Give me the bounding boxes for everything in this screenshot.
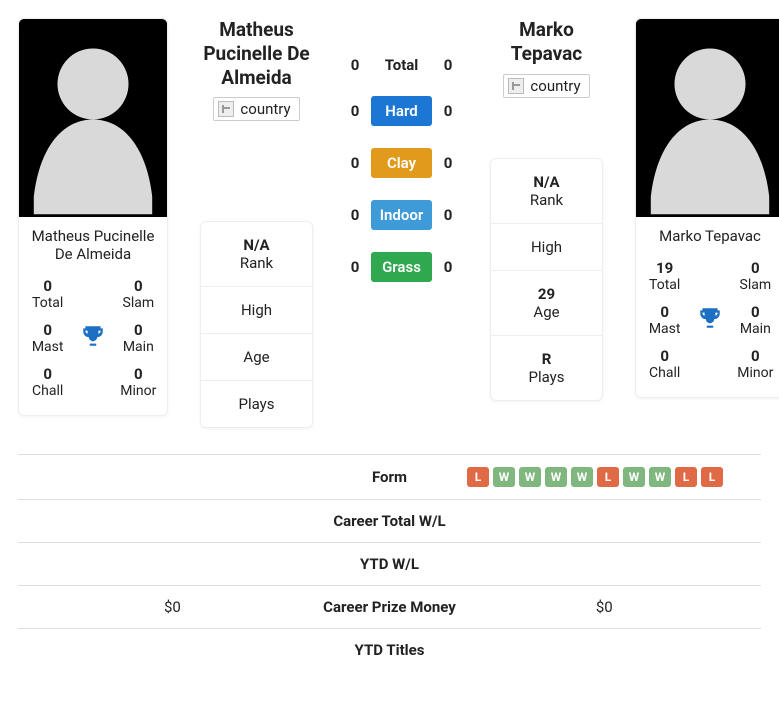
left-player-header: Matheus Pucinelle De Almeida country bbox=[200, 18, 313, 131]
row-career-wl: Career Total W/L bbox=[18, 499, 761, 542]
left-player-big-name: Matheus Pucinelle De Almeida bbox=[200, 18, 313, 89]
form-badge-L: L bbox=[701, 467, 723, 487]
right-form: LWWWWLWWLL bbox=[407, 467, 755, 487]
left-flag-broken: country bbox=[213, 97, 299, 121]
left-player-card: Matheus Pucinelle De Almeida 0Total 0Sla… bbox=[18, 18, 168, 416]
h2h-hard: 0 Hard 0 bbox=[345, 96, 458, 126]
right-player-big-name: Marko Tepavac bbox=[490, 18, 603, 66]
right-player-card: Marko Tepavac 19Total 0Slam 0Mast 0Main … bbox=[635, 18, 779, 398]
form-badge-L: L bbox=[675, 467, 697, 487]
form-badge-L: L bbox=[597, 467, 619, 487]
right-stat-card: N/ARank High 29Age RPlays bbox=[490, 158, 603, 401]
left-player-column: Matheus Pucinelle De Almeida country N/A… bbox=[200, 18, 313, 428]
right-titles-grid: 19Total 0Slam 0Mast 0Main 0Chall 0Minor bbox=[636, 249, 779, 397]
broken-image-icon bbox=[218, 101, 234, 117]
right-player-header: Marko Tepavac country bbox=[490, 18, 603, 108]
h2h-column: 0 Total 0 0 Hard 0 0 Clay 0 0 Indoor 0 0… bbox=[345, 18, 458, 282]
h2h-clay: 0 Clay 0 bbox=[345, 148, 458, 178]
row-ytd-titles: YTD Titles bbox=[18, 628, 761, 671]
broken-image-icon bbox=[508, 78, 524, 94]
h2h-indoor: 0 Indoor 0 bbox=[345, 200, 458, 230]
comparison-grid: Matheus Pucinelle De Almeida 0Total 0Sla… bbox=[18, 18, 761, 428]
right-player-column: Marko Tepavac country N/ARank High 29Age… bbox=[490, 18, 603, 401]
form-badge-W: W bbox=[623, 467, 645, 487]
form-badge-W: W bbox=[493, 467, 515, 487]
left-player-photo bbox=[19, 19, 167, 217]
trophy-icon bbox=[687, 305, 732, 335]
trophy-icon bbox=[70, 323, 115, 353]
form-badge-W: W bbox=[545, 467, 567, 487]
comparison-rows: Form LWWWWLWWLL Career Total W/L YTD W/L… bbox=[18, 454, 761, 671]
left-stat-card: N/ARank High Age Plays bbox=[200, 221, 313, 428]
row-form: Form LWWWWLWWLL bbox=[18, 454, 761, 499]
left-player-name: Matheus Pucinelle De Almeida bbox=[19, 217, 167, 267]
left-titles-grid: 0Total 0Slam 0Mast 0Main 0Chall 0Minor bbox=[19, 267, 167, 415]
right-player-photo bbox=[636, 19, 779, 217]
form-badge-W: W bbox=[519, 467, 541, 487]
form-badge-L: L bbox=[467, 467, 489, 487]
silhouette-icon bbox=[636, 19, 779, 217]
form-badge-W: W bbox=[649, 467, 671, 487]
silhouette-icon bbox=[19, 19, 167, 217]
row-ytd-wl: YTD W/L bbox=[18, 542, 761, 585]
h2h-total: 0 Total 0 bbox=[345, 56, 458, 74]
form-badge-W: W bbox=[571, 467, 593, 487]
h2h-grass: 0 Grass 0 bbox=[345, 252, 458, 282]
right-player-name: Marko Tepavac bbox=[636, 217, 779, 249]
row-career-prize: $0 Career Prize Money $0 bbox=[18, 585, 761, 628]
right-flag-broken: country bbox=[503, 74, 589, 98]
